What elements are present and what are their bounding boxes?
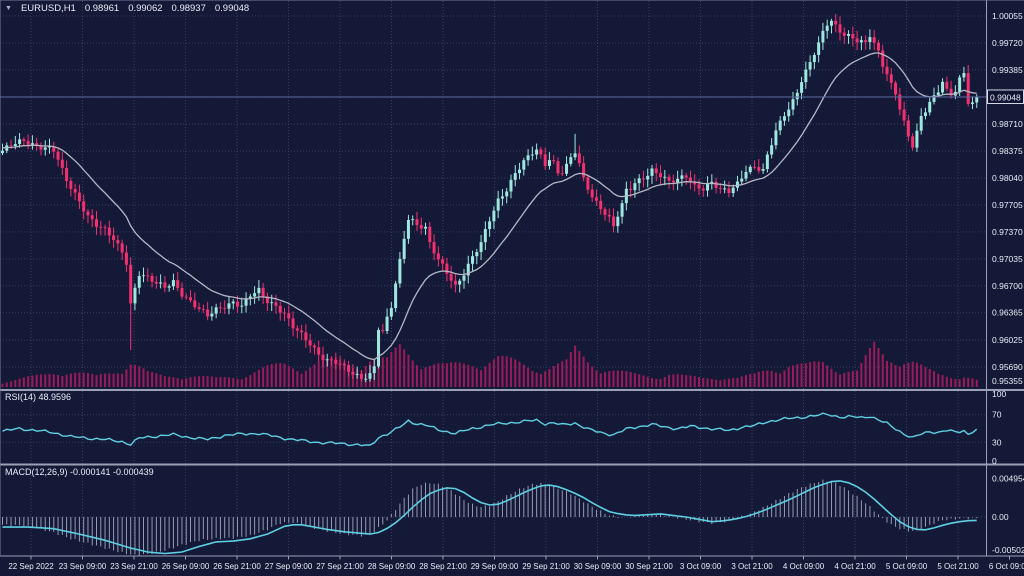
close-value: 0.99048 [214,3,250,14]
price-axis-label: 0.96025 [992,335,1023,345]
time-axis-label: 28 Sep 09:00 [368,562,416,571]
price-axis-label: 0.95690 [992,362,1023,372]
price-axis-label: 0.99720 [992,38,1023,48]
rsi-line-layer [2,412,978,447]
time-axis-label: 5 Oct 21:00 [937,562,979,571]
macd-layer [2,479,978,556]
time-axis-label: 4 Oct 21:00 [834,562,876,571]
time-axis-label: 30 Sep 21:00 [625,562,673,571]
price-axis-label: 0.98040 [992,173,1023,183]
price-axis-label: 0.97370 [992,227,1023,237]
rsi-axis-label: 30 [992,437,1002,447]
volume-layer [1,341,978,387]
time-axis-label: 29 Sep 09:00 [471,562,519,571]
open-value: 0.98961 [84,3,120,14]
time-axis-label: 26 Sep 09:00 [162,562,210,571]
time-axis-label: 26 Sep 21:00 [213,562,261,571]
time-axis-label: 6 Oct 09:00 [989,562,1024,571]
time-axis-label: 30 Sep 09:00 [574,562,622,571]
macd-axis-label: 0.004954 [992,473,1024,483]
high-value: 0.99062 [128,3,163,14]
rsi-indicator-label: RSI(14) 48.9596 [5,392,72,402]
time-axis-label: 27 Sep 09:00 [265,562,313,571]
price-axis-label: 0.95355 [992,376,1023,386]
time-axis-label: 22 Sep 2022 [8,562,54,571]
current-price-label: 0.99048 [990,92,1021,102]
ma-line-layer [2,52,977,361]
chart-title: ▼ EURUSD,H1 0.98961 0.99062 0.98937 0.99… [5,3,249,14]
macd-indicator-label: MACD(12,26,9) -0.000141 -0.000439 [5,467,154,477]
macd-axis-label: -0.00502 [992,545,1024,555]
time-axis-label: 27 Sep 21:00 [316,562,364,571]
candles-layer [1,13,979,383]
price-axis-label: 0.96700 [992,281,1023,291]
time-axis-label: 23 Sep 09:00 [59,562,107,571]
time-axis-label: 3 Oct 21:00 [731,562,773,571]
time-axis-label: 28 Sep 21:00 [419,562,467,571]
frame-layer [0,0,1024,557]
price-axis-label: 0.98375 [992,146,1023,156]
price-axis-label: 0.99385 [992,65,1023,75]
low-value: 0.98937 [171,3,206,14]
price-axis-label: 0.97705 [992,200,1023,210]
price-axis-label: 0.96365 [992,308,1023,318]
symbol-timeframe-label: EURUSD,H1 [20,3,76,14]
macd-axis-label: 0.00 [992,512,1009,522]
current-price-layer: 0.99048 [0,89,1024,104]
price-axis-label: 0.98710 [992,119,1023,129]
time-axis-label: 23 Sep 21:00 [110,562,158,571]
rsi-axis-label: 70 [992,410,1002,420]
rsi-axis-label: 100 [992,389,1006,399]
time-axis-label: 4 Oct 09:00 [783,562,825,571]
axis-labels-layer[interactable]: 1.00055 0.99720 0.99385 0.98710 0.98375 0.980… [8,11,1024,571]
price-axis-label: 1.00055 [992,11,1023,21]
time-axis-label: 29 Sep 21:00 [522,562,570,571]
time-axis-label: 3 Oct 09:00 [680,562,722,571]
symbol-dropdown-icon[interactable]: ▼ [5,5,12,12]
macd-panel-separator [0,463,1024,466]
rsi-panel-separator [0,389,1024,391]
time-axis-label: 5 Oct 09:00 [886,562,928,571]
price-axis-label: 0.97035 [992,254,1023,264]
rsi-axis-label: 0 [992,456,997,466]
